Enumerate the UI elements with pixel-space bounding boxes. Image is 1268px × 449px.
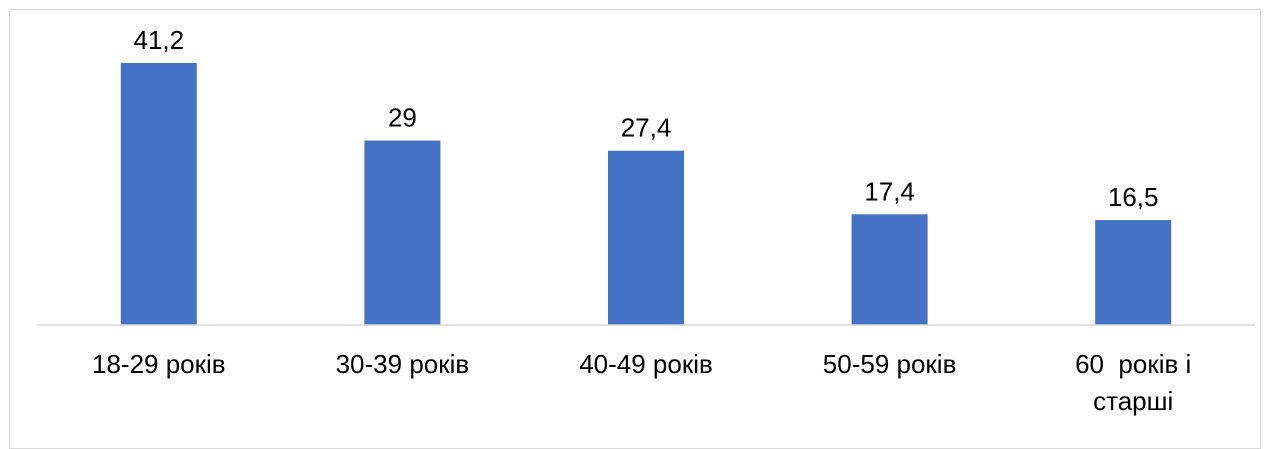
bar-1 — [120, 62, 197, 326]
category-label-2: 30-39 років — [336, 349, 470, 379]
value-label-1: 41,2 — [133, 25, 184, 55]
value-label-5: 16,5 — [1108, 182, 1159, 212]
category-label-1: 18-29 років — [92, 349, 226, 379]
value-label-4: 17,4 — [864, 176, 915, 206]
category-label-5-line-1: 60 років і — [1075, 349, 1191, 379]
bar-2 — [364, 140, 441, 325]
bar-chart: 41,2 29 27,4 17,4 16,5 18-29 років 30-39 рокі… — [37, 25, 1255, 416]
bar-5 — [1095, 220, 1172, 325]
value-label-2: 29 — [388, 103, 417, 133]
category-label-4: 50-59 років — [823, 349, 957, 379]
bars-group — [120, 62, 1172, 326]
bar-4 — [851, 214, 928, 325]
category-label-5-line-2: старші — [1093, 386, 1173, 416]
value-labels-group: 41,2 29 27,4 17,4 16,5 — [133, 25, 1158, 212]
bar-3 — [608, 150, 684, 325]
category-labels-group: 18-29 років 30-39 років 40-49 років 50-59 р… — [92, 349, 1191, 416]
value-label-3: 27,4 — [621, 113, 672, 143]
category-label-3: 40-49 років — [579, 349, 713, 379]
